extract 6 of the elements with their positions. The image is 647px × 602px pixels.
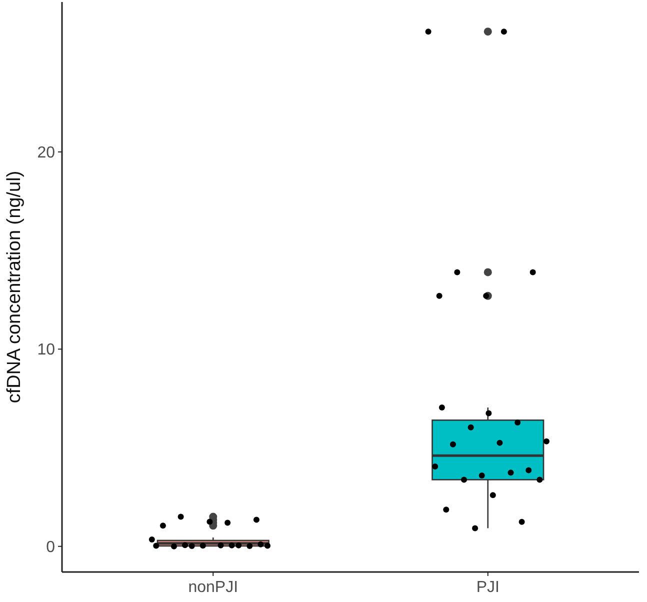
- y-tick-label: 0: [46, 538, 56, 556]
- x-tick-label: PJI: [476, 579, 500, 596]
- y-tick-label: 10: [37, 342, 56, 359]
- y-tick-label: 20: [37, 144, 56, 162]
- y-axis-title: cfDNA concentration (ng/ul): [4, 170, 25, 404]
- x-tick-label: nonPJI: [188, 579, 238, 596]
